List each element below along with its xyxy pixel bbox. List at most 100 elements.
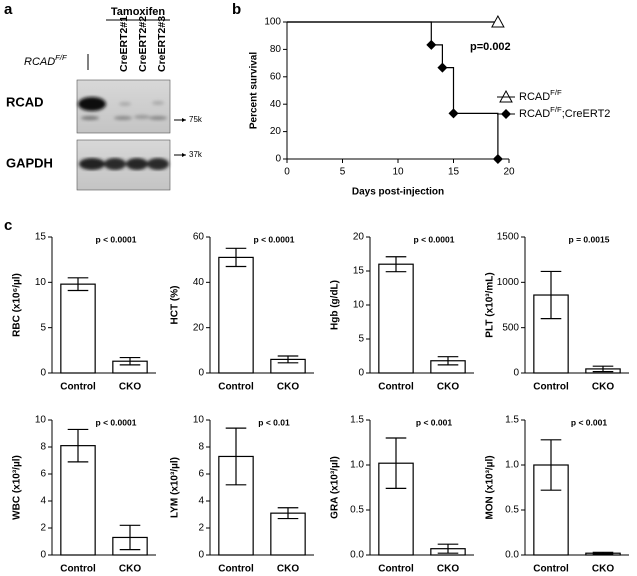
y-axis-label: Percent survival	[249, 52, 260, 129]
y-axis-label: PLT (x10³/mL)	[485, 272, 496, 337]
annotation: p < 0.0001	[254, 234, 295, 244]
marker	[426, 39, 437, 50]
y-tick-label: 20	[193, 322, 205, 333]
y-tick-label: 80	[270, 44, 282, 55]
annotation: p < 0.0001	[414, 234, 455, 244]
y-axis-label: MON (x10³/µl)	[485, 455, 496, 519]
x-tick-label: Control	[218, 564, 254, 575]
y-axis-label: LYM (x10³/µl)	[170, 457, 181, 518]
y-tick-label: 0.0	[505, 550, 519, 561]
line	[287, 21, 499, 159]
x-axis-label: Days post-injection	[352, 187, 444, 198]
x-tick-label: CKO	[592, 564, 614, 575]
error-bar	[225, 427, 247, 486]
y-tick-label: 0	[40, 550, 46, 561]
x-tick-label: Control	[533, 382, 569, 393]
y-tick-label: 15	[35, 232, 47, 243]
y-tick-label: 1.0	[505, 460, 519, 471]
error-bar	[119, 356, 141, 366]
error-bar	[592, 551, 614, 555]
y-tick-label: 0	[40, 368, 46, 379]
y-tick-label: 40	[270, 99, 282, 110]
bar	[60, 283, 96, 374]
error-bar	[225, 247, 247, 268]
annotation: p < 0.01	[258, 417, 290, 427]
y-tick-label: 0.5	[505, 505, 519, 516]
x-tick-label: CKO	[437, 382, 459, 393]
marker	[448, 108, 459, 119]
panel-label: b	[232, 1, 241, 18]
y-tick-label: 0	[275, 154, 281, 165]
x-tick-label: Control	[218, 382, 254, 393]
x-tick-label: 10	[392, 167, 404, 178]
marker-arrow	[182, 153, 186, 157]
error-bar	[385, 437, 407, 489]
x-tick-label: 15	[448, 167, 460, 178]
y-tick-label: 8	[40, 442, 46, 453]
y-tick-label: 1.5	[505, 415, 519, 426]
bar	[60, 445, 96, 556]
marker-label: 37k	[189, 150, 203, 159]
x-tick-label: CKO	[437, 564, 459, 575]
error-bar	[385, 256, 407, 273]
y-tick-label: 60	[193, 232, 205, 243]
y-tick-label: 500	[502, 322, 519, 333]
x-tick-label: CKO	[119, 382, 141, 393]
error-bar	[540, 439, 562, 491]
x-tick-label: 20	[503, 167, 515, 178]
y-tick-label: 20	[270, 126, 282, 137]
bar	[218, 256, 254, 374]
panel-label: c	[4, 217, 12, 234]
y-tick-label: 4	[198, 496, 204, 507]
protein-label: RCAD	[6, 94, 44, 109]
bands	[78, 97, 167, 120]
y-tick-label: 5	[40, 322, 46, 333]
error-bar	[119, 524, 141, 551]
x-tick-label: Control	[60, 564, 96, 575]
y-tick-label: 4	[40, 496, 46, 507]
genotype: RCADF/F	[24, 53, 68, 68]
lane-label: CreERT2#2	[137, 16, 149, 72]
y-tick-label: 2	[198, 523, 204, 534]
y-tick-label: 1000	[497, 277, 520, 288]
marker-arrow	[182, 118, 186, 122]
y-tick-label: 0	[198, 368, 204, 379]
legend-label: RCADF/F	[519, 88, 562, 103]
y-tick-label: 10	[193, 415, 205, 426]
y-tick-label: 1.5	[350, 415, 364, 426]
marker-label: 75k	[189, 115, 203, 124]
x-tick-label: Control	[378, 382, 414, 393]
y-tick-label: 0	[513, 368, 519, 379]
error-bar	[540, 270, 562, 320]
y-axis-label: WBC (x10³/µl)	[12, 455, 23, 520]
lane-label: CreERT2#1	[118, 16, 130, 72]
y-tick-label: 5	[358, 334, 364, 345]
x-tick-label: Control	[533, 564, 569, 575]
x-tick-label: CKO	[119, 564, 141, 575]
error-bar	[67, 428, 89, 463]
y-tick-label: 0.0	[350, 550, 364, 561]
y-tick-label: 8	[198, 442, 204, 453]
treatment: Tamoxifen	[111, 6, 165, 18]
y-tick-label: 6	[198, 469, 204, 480]
bar	[378, 263, 414, 374]
y-tick-label: 1.0	[350, 460, 364, 471]
y-axis-label: RBC (x10⁶/µl)	[12, 273, 23, 337]
y-tick-label: 1500	[497, 232, 520, 243]
bands	[79, 158, 169, 170]
marker	[437, 62, 448, 73]
annotation: p=0.002	[470, 41, 511, 53]
x-tick-label: Control	[378, 564, 414, 575]
annotation: p < 0.0001	[96, 234, 137, 244]
marker	[492, 154, 503, 164]
y-tick-label: 10	[35, 415, 47, 426]
y-tick-label: 60	[270, 71, 282, 82]
y-tick-label: 2	[40, 523, 46, 534]
annotation: p < 0.001	[416, 417, 452, 427]
x-tick-label: CKO	[592, 382, 614, 393]
y-axis-label: HCT (%)	[170, 286, 181, 325]
x-tick-label: CKO	[277, 382, 299, 393]
x-tick-label: CKO	[277, 564, 299, 575]
y-tick-label: 0	[198, 550, 204, 561]
y-tick-label: 0.5	[350, 505, 364, 516]
